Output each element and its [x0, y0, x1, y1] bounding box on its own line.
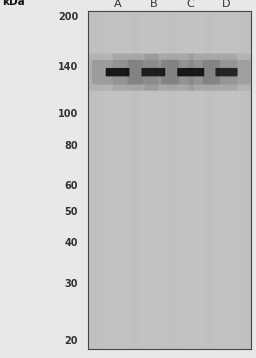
FancyBboxPatch shape [216, 68, 238, 76]
FancyBboxPatch shape [189, 54, 256, 91]
FancyBboxPatch shape [113, 54, 194, 91]
Bar [213, 11, 240, 349]
Bar [140, 11, 167, 349]
FancyBboxPatch shape [161, 60, 220, 84]
FancyBboxPatch shape [77, 54, 158, 91]
Text: D: D [222, 0, 231, 9]
Text: A: A [114, 0, 121, 9]
Text: 140: 140 [58, 62, 78, 72]
FancyBboxPatch shape [92, 60, 143, 84]
Text: B: B [150, 0, 157, 9]
FancyBboxPatch shape [142, 68, 165, 76]
FancyBboxPatch shape [177, 68, 204, 76]
Text: 100: 100 [58, 109, 78, 119]
Text: 50: 50 [65, 207, 78, 217]
FancyBboxPatch shape [127, 60, 179, 84]
FancyBboxPatch shape [202, 60, 251, 84]
Text: 60: 60 [65, 181, 78, 191]
Text: 20: 20 [65, 335, 78, 345]
Text: 30: 30 [65, 279, 78, 289]
Bar [104, 11, 131, 349]
FancyBboxPatch shape [144, 54, 237, 91]
Text: 200: 200 [58, 12, 78, 22]
Bar [177, 11, 205, 349]
FancyBboxPatch shape [106, 68, 130, 76]
Text: C: C [187, 0, 195, 9]
Text: 80: 80 [65, 141, 78, 151]
Text: 40: 40 [65, 238, 78, 248]
Text: kDa: kDa [3, 0, 25, 7]
